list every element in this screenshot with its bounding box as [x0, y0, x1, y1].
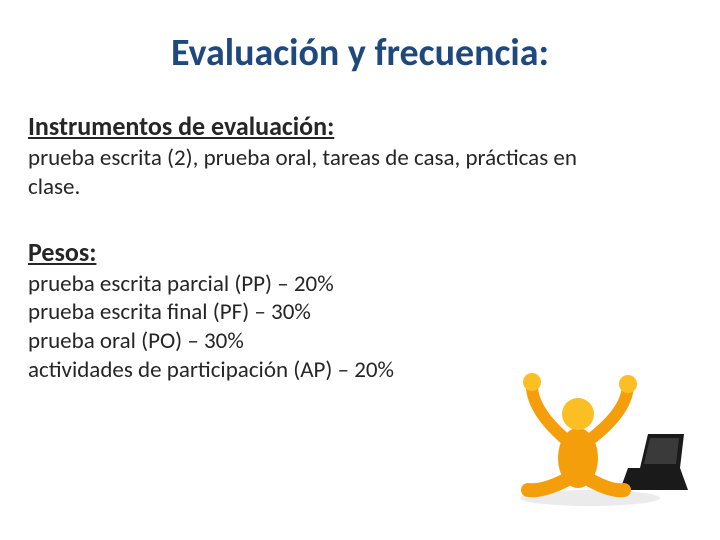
weights-heading: Pesos: [28, 236, 692, 268]
instruments-heading: Instrumentos de evaluación: [28, 110, 692, 142]
celebrating-figure-with-laptop-icon [512, 368, 692, 508]
weights-line: prueba escrita final (PF) – 30% [28, 298, 692, 327]
slide-title: Evaluación y frecuencia: [28, 30, 692, 76]
instruments-body: prueba escrita (2), prueba oral, tareas … [28, 144, 588, 202]
weights-line: prueba escrita parcial (PP) – 20% [28, 270, 692, 299]
weights-line: prueba oral (PO) – 30% [28, 327, 692, 356]
